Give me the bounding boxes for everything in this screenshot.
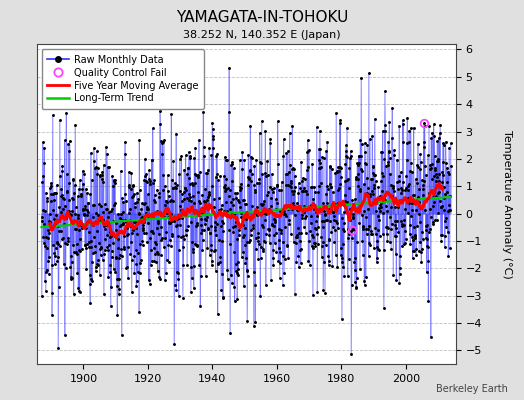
Legend: Raw Monthly Data, Quality Control Fail, Five Year Moving Average, Long-Term Tren: Raw Monthly Data, Quality Control Fail, …: [41, 49, 204, 109]
Text: 38.252 N, 140.352 E (Japan): 38.252 N, 140.352 E (Japan): [183, 30, 341, 40]
Text: Berkeley Earth: Berkeley Earth: [436, 384, 508, 394]
Text: YAMAGATA-IN-TOHOKU: YAMAGATA-IN-TOHOKU: [176, 10, 348, 25]
Y-axis label: Temperature Anomaly (°C): Temperature Anomaly (°C): [501, 130, 511, 278]
